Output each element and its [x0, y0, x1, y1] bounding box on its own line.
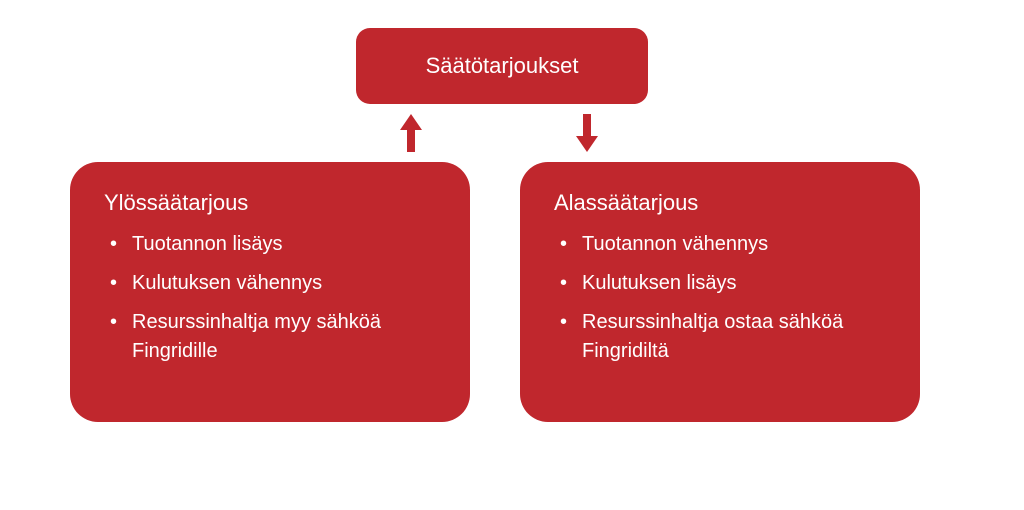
child-node-right: Alassäätarjous Tuotannon vähennys Kulutu… — [520, 162, 920, 422]
list-item: Resurssinhaltja ostaa sähköä Fingridiltä — [554, 308, 886, 366]
list-item: Resurssinhaltja myy sähköä Fingridille — [104, 308, 436, 366]
child-title: Ylössäätarjous — [104, 190, 436, 216]
child-title: Alassäätarjous — [554, 190, 886, 216]
arrow-down-icon — [576, 114, 598, 152]
child-node-left: Ylössäätarjous Tuotannon lisäys Kulutuks… — [70, 162, 470, 422]
list-item: Tuotannon lisäys — [104, 230, 436, 259]
list-item: Tuotannon vähennys — [554, 230, 886, 259]
root-node: Säätötarjoukset — [356, 28, 648, 104]
arrow-up-icon — [400, 114, 422, 152]
child-bullet-list: Tuotannon lisäys Kulutuksen vähennys Res… — [104, 230, 436, 366]
list-item: Kulutuksen lisäys — [554, 269, 886, 298]
child-bullet-list: Tuotannon vähennys Kulutuksen lisäys Res… — [554, 230, 886, 366]
list-item: Kulutuksen vähennys — [104, 269, 436, 298]
root-node-label: Säätötarjoukset — [426, 53, 579, 79]
